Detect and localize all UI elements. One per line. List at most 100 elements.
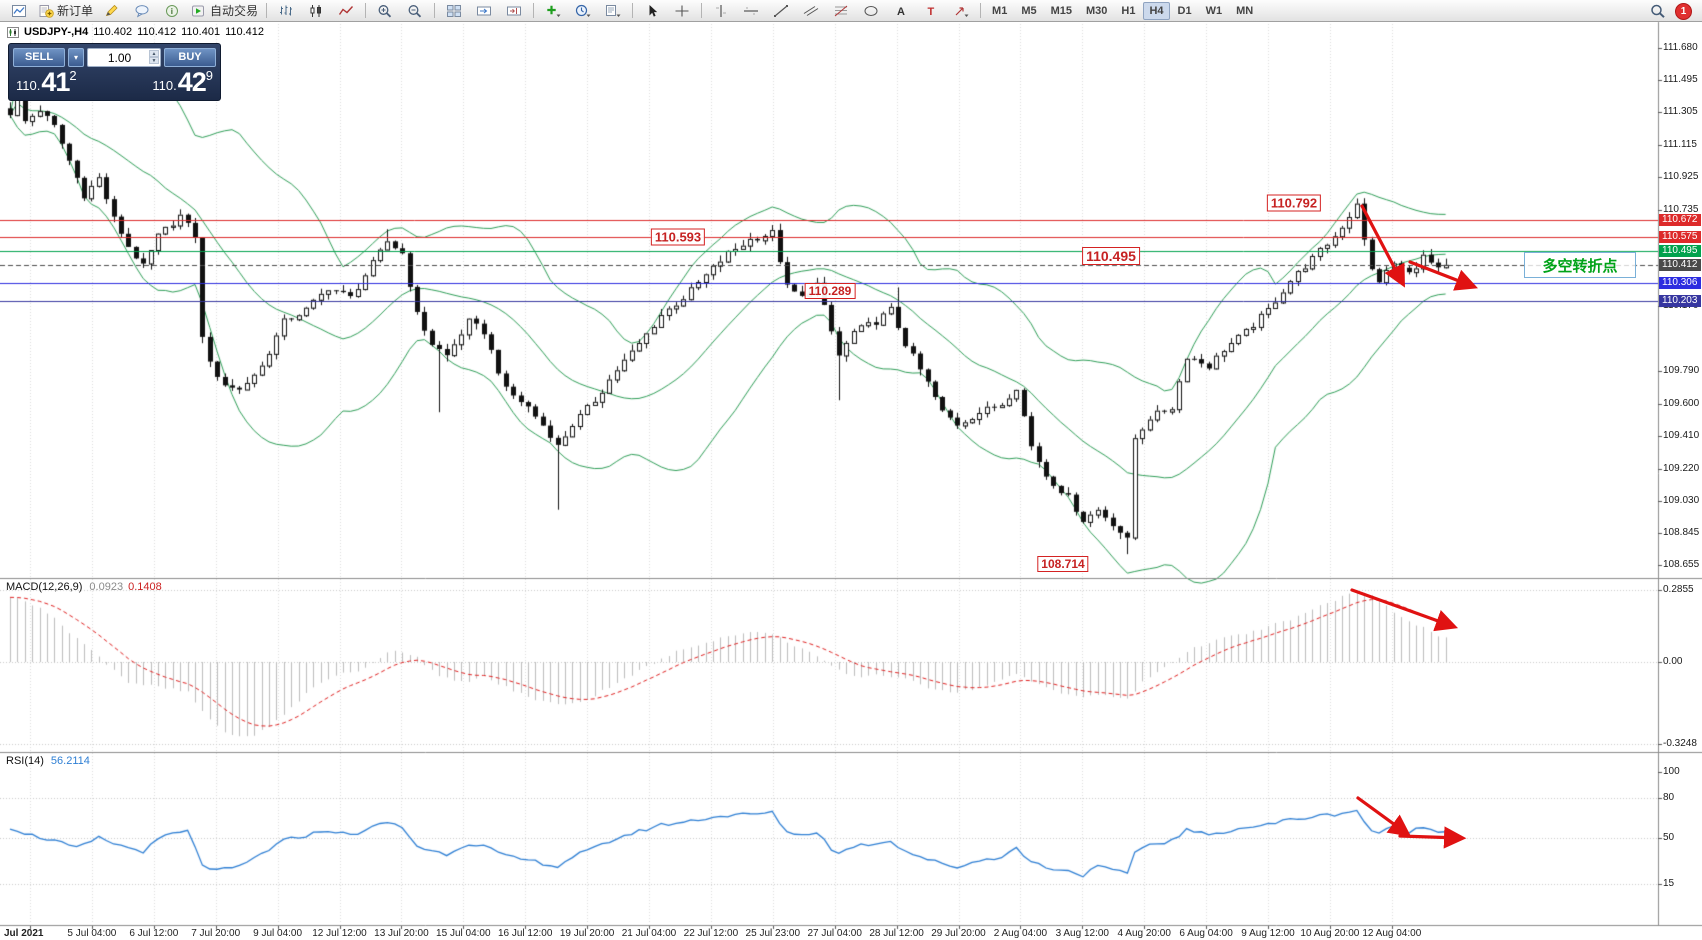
timeframe-h1[interactable]: H1 <box>1121 4 1136 17</box>
line-chart-button[interactable] <box>331 0 361 22</box>
zoom-in-button[interactable] <box>370 0 400 22</box>
quote-high: 110.412 <box>137 26 177 38</box>
price-level-label: 110.495 <box>1659 244 1701 257</box>
trendline-button[interactable] <box>766 0 796 22</box>
price-axis-label: 109.600 <box>1663 397 1700 409</box>
arrow-objects-button[interactable] <box>946 0 976 22</box>
time-axis-label: 29 Jul 20:00 <box>931 928 986 939</box>
timeframe-m1[interactable]: M1 <box>992 4 1008 17</box>
horizontal-line-icon <box>743 4 759 18</box>
bid-sup: 2 <box>69 68 77 83</box>
volume-input[interactable] <box>88 49 160 67</box>
crosshair-button[interactable] <box>667 0 697 22</box>
data-window-button[interactable]: i <box>157 0 187 22</box>
text-label-button[interactable]: T <box>916 0 946 22</box>
candle-chart-button[interactable] <box>301 0 331 22</box>
annotation-callout[interactable]: 多空转折点 <box>1524 252 1636 278</box>
shapes-icon <box>863 4 879 18</box>
cursor-button[interactable] <box>637 0 667 22</box>
timeframe-m5[interactable]: M5 <box>1021 4 1037 17</box>
templates-button[interactable] <box>598 0 628 22</box>
time-axis-label: 12 Jul 12:00 <box>312 928 367 939</box>
price-callout-label[interactable]: 110.593 <box>650 228 706 246</box>
autotrading-label: 自动交易 <box>210 4 259 18</box>
buy-button[interactable]: BUY <box>164 48 216 67</box>
price-axis-label: 109.220 <box>1663 462 1700 474</box>
chart-period-icon <box>7 26 19 38</box>
order-type-dropdown[interactable]: ▾ <box>68 48 84 67</box>
search-icon[interactable] <box>1650 4 1666 18</box>
symbol-period-label: USDJPY-,H4 <box>24 26 89 38</box>
volume-increase-button[interactable]: ▲ <box>149 50 159 57</box>
volume-decrease-button[interactable]: ▼ <box>149 57 159 64</box>
shapes-button[interactable] <box>856 0 886 22</box>
sell-button[interactable]: SELL <box>13 48 65 67</box>
market-watch-button[interactable] <box>127 0 157 22</box>
price-axis-label: 111.680 <box>1663 42 1698 53</box>
periods-button[interactable] <box>568 0 598 22</box>
timeframe-w1[interactable]: W1 <box>1205 4 1223 17</box>
zoom-out-button[interactable] <box>400 0 430 22</box>
equidistant-channel-button[interactable] <box>796 0 826 22</box>
price-callout-label[interactable]: 110.495 <box>1082 247 1140 265</box>
templates-icon <box>605 4 621 18</box>
time-axis-label: 6 Jul 12:00 <box>129 928 179 939</box>
timeframe-m30[interactable]: M30 <box>1086 4 1108 17</box>
horizontal-line-button[interactable] <box>736 0 766 22</box>
tile-windows-icon <box>446 4 462 18</box>
time-axis-label: 16 Jul 12:00 <box>497 928 553 939</box>
time-axis-label: 21 Jul 04:00 <box>621 928 677 939</box>
auto-scroll-button[interactable] <box>469 0 499 22</box>
price-axis-label: 109.410 <box>1663 430 1700 442</box>
text-label-icon: T <box>923 4 939 18</box>
metaeditor-button[interactable] <box>97 0 127 22</box>
time-axis-label: 6 Aug 04:00 <box>1179 928 1233 939</box>
time-axis-label: Jul 2021 <box>4 928 44 939</box>
time-axis-label: 9 Aug 12:00 <box>1241 928 1295 939</box>
macd-indicator-label: MACD(12,26,9) 0.0923 0.1408 <box>6 581 162 593</box>
vertical-line-button[interactable] <box>706 0 736 22</box>
crosshair-icon <box>674 4 690 18</box>
bid-price: 110. 41 2 <box>16 68 77 96</box>
new-chart-button[interactable] <box>4 0 34 22</box>
time-axis-label: 22 Jul 12:00 <box>683 928 739 939</box>
tile-windows-button[interactable] <box>439 0 469 22</box>
notification-badge[interactable]: 1 <box>1675 2 1692 20</box>
timeframe-h4[interactable]: H4 <box>1143 1 1170 20</box>
autotrading-button[interactable]: 自动交易 <box>187 0 262 22</box>
fibonacci-retracement-button[interactable] <box>826 0 856 22</box>
equidistant-channel-icon <box>803 4 819 18</box>
data-window-icon: i <box>164 4 180 18</box>
toolbar-buttons: 新订单 i 自动交易 A T M1 M5 M15 M30 H1 H4 D1 W1 MN <box>0 0 1260 22</box>
new-order-button[interactable]: 新订单 <box>34 0 97 22</box>
price-level-label: 110.306 <box>1659 276 1701 289</box>
text-button[interactable]: A <box>886 0 916 22</box>
quote-close: 110.412 <box>225 26 265 38</box>
chart-shift-button[interactable] <box>499 0 529 22</box>
price-axis-label: 108.655 <box>1663 559 1700 571</box>
indicators-button[interactable] <box>538 0 568 22</box>
macd-main-value: 0.0923 <box>89 581 124 593</box>
timeframe-mn[interactable]: MN <box>1236 4 1254 17</box>
bar-chart-button[interactable] <box>271 0 301 22</box>
time-axis-label: 25 Jul 23:00 <box>745 928 801 939</box>
timeframe-d1[interactable]: D1 <box>1177 4 1192 17</box>
price-callout-label[interactable]: 108.714 <box>1037 556 1089 572</box>
rsi-axis-label: 80 <box>1663 792 1675 804</box>
price-callout-label[interactable]: 110.289 <box>804 283 856 299</box>
time-axis-label: 15 Jul 04:00 <box>436 928 491 939</box>
auto-scroll-icon <box>476 4 492 18</box>
macd-signal-value: 0.1408 <box>128 581 162 593</box>
line-chart-icon <box>338 4 354 18</box>
price-axis-label: 109.790 <box>1663 365 1700 377</box>
rsi-axis-label: 15 <box>1663 878 1675 890</box>
time-axis-label: 10 Aug 20:00 <box>1300 928 1360 939</box>
toolbar-separator <box>365 3 367 18</box>
svg-text:A: A <box>897 6 905 18</box>
timeframe-m15[interactable]: M15 <box>1050 4 1072 17</box>
price-callout-label[interactable]: 110.792 <box>1266 194 1322 212</box>
toolbar-separator <box>533 3 535 18</box>
